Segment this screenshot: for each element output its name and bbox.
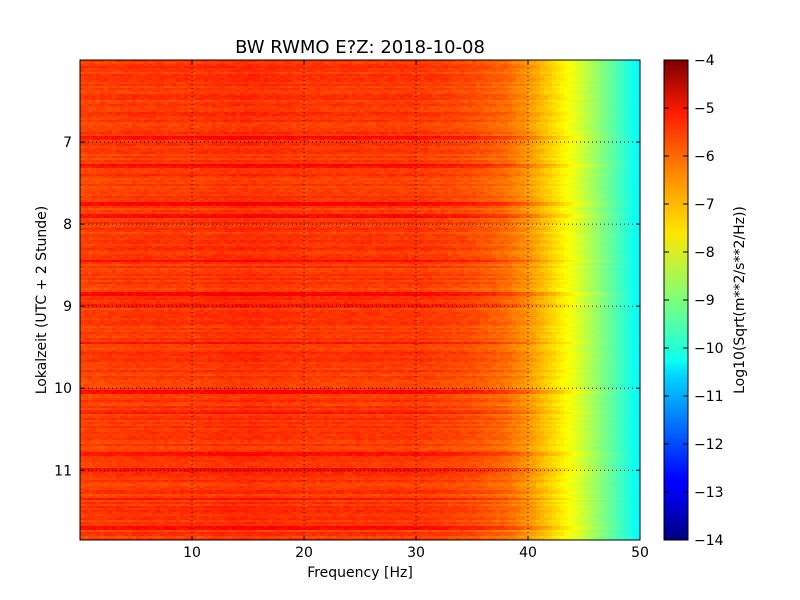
x-axis-label: Frequency [Hz] (307, 565, 413, 581)
x-tick-label: 40 (519, 545, 537, 561)
y-tick-label: 8 (63, 217, 72, 233)
y-axis-ticks: 7 8 9 10 11 (54, 135, 640, 479)
colorbar-tick-label: −4 (694, 53, 715, 69)
y-tick-label: 11 (54, 463, 72, 479)
plot-frame (79, 59, 641, 541)
chart-title: BW RWMO E?Z: 2018-10-08 (235, 37, 485, 58)
colorbar-tick-label: −12 (694, 437, 724, 453)
colorbar-label: Log10(Sqrt(m**2/s**2/Hz)) (732, 206, 748, 394)
x-tick-label: 10 (183, 545, 201, 561)
spectrogram-cells (80, 60, 640, 540)
x-tick-label: 20 (295, 545, 313, 561)
x-tick-label: 50 (631, 545, 649, 561)
colorbar-tick-label: −7 (694, 197, 715, 213)
colorbar-tick-label: −5 (694, 101, 715, 117)
spectrogram-heatmap (80, 60, 640, 540)
y-tick-label: 7 (63, 135, 72, 151)
colorbar-tick-label: −8 (694, 245, 715, 261)
x-tick-label: 30 (407, 545, 425, 561)
x-axis-ticks: 10 20 30 40 50 (183, 60, 649, 561)
colorbar-tick-label: −11 (694, 389, 724, 405)
y-tick-label: 9 (63, 299, 72, 315)
colorbar-tick-label: −10 (694, 341, 724, 357)
grid-lines (80, 60, 640, 540)
colorbar-tick-label: −14 (694, 533, 724, 549)
colorbar-tick-label: −9 (694, 293, 715, 309)
colorbar-tick-label: −13 (694, 485, 724, 501)
y-axis-label: Lokalzeit (UTC + 2 Stunde) (34, 206, 50, 395)
colorbar-tick-label: −6 (694, 149, 715, 165)
y-tick-label: 10 (54, 381, 72, 397)
colorbar-ticks: −4 −5 −6 −7 −8 −9 −10 −11 −12 −13 −14 (664, 53, 724, 549)
